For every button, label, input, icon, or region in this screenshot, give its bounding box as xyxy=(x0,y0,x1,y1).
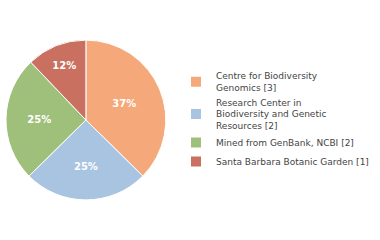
svg-text:12%: 12% xyxy=(52,60,76,71)
svg-text:Centre for BiodiversityGenomic: Centre for BiodiversityGenomics [3] xyxy=(216,71,318,93)
svg-text:Mined from GenBank, NCBI [2]: Mined from GenBank, NCBI [2] xyxy=(216,138,354,148)
svg-text:Research Center inBiodiversity: Research Center inBiodiversity and Genet… xyxy=(216,98,326,131)
svg-text:Santa Barbara Botanic Garden [: Santa Barbara Botanic Garden [1] xyxy=(216,157,369,167)
svg-text:25%: 25% xyxy=(27,114,51,125)
svg-text:37%: 37% xyxy=(112,98,136,109)
svg-text:25%: 25% xyxy=(74,161,98,172)
